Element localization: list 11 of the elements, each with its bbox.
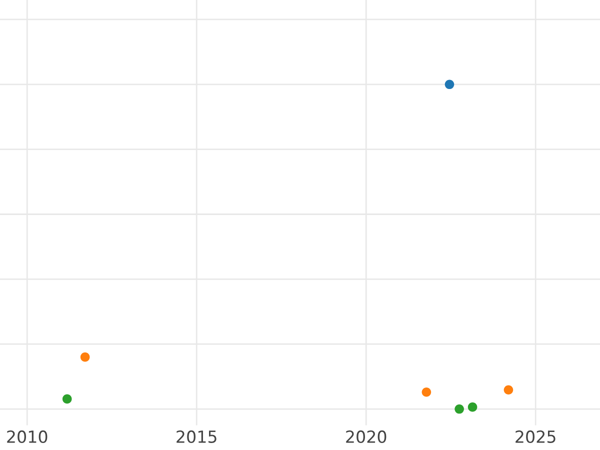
point (504, 385, 514, 395)
point (422, 387, 432, 397)
point (62, 394, 72, 404)
x-tick-label: 2025 (516, 430, 556, 444)
point (80, 352, 90, 362)
point (444, 80, 454, 90)
x-tick-label: 2015 (176, 430, 216, 444)
x-tick-label: 2020 (346, 430, 386, 444)
x-tick-label: 2010 (7, 430, 48, 444)
point (468, 402, 478, 412)
point (454, 404, 464, 414)
